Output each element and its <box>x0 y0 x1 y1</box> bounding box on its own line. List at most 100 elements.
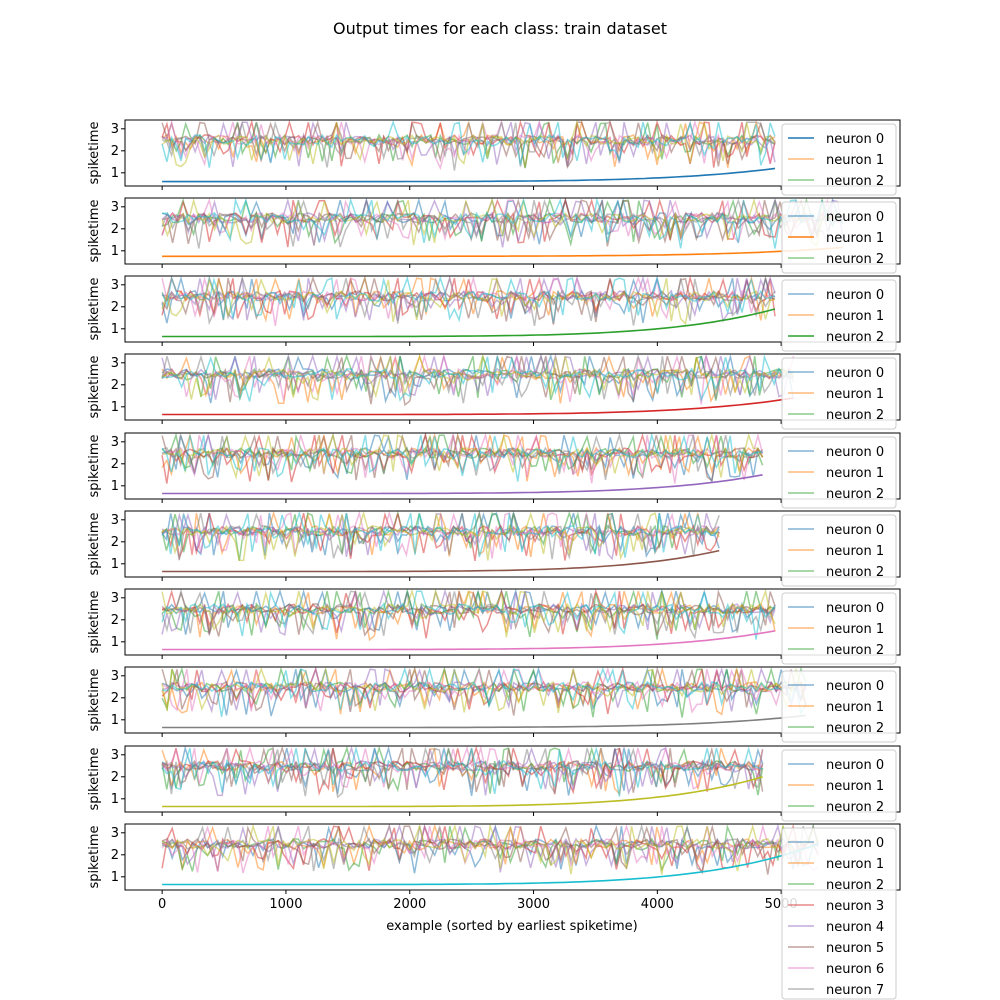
axes-frame <box>124 588 901 656</box>
y-tick-label: 1 <box>111 400 119 415</box>
legend-box <box>781 749 897 822</box>
plot-area <box>161 667 807 729</box>
x-tick-label: 1000 <box>269 897 302 912</box>
series-neuron-6 <box>161 667 807 714</box>
plot-area <box>161 198 844 258</box>
axes-frame <box>124 510 901 578</box>
legend: neuron 0 neuron 1 neuron 2 <box>781 123 897 196</box>
series-neuron-9 <box>161 276 776 324</box>
series-neuron-8-earliest <box>162 776 763 808</box>
series-neuron-9 <box>162 667 807 718</box>
y-tick-label: 2 <box>111 770 119 785</box>
legend: neuron 0 neuron 1 neuron 2 <box>781 749 897 822</box>
legend-label-neuron-0: neuron 0 <box>826 288 884 303</box>
y-axis-label: spiketime <box>87 825 102 888</box>
y-tick-label: 2 <box>111 378 119 393</box>
series-neuron-0 <box>161 667 807 717</box>
y-tick-label: 3 <box>111 435 119 450</box>
legend-label-neuron-5: neuron 5 <box>826 941 884 956</box>
legend-label-neuron-0: neuron 0 <box>826 132 884 147</box>
y-tick-label: 2 <box>111 144 119 159</box>
legend-label-neuron-4: neuron 4 <box>826 920 884 935</box>
y-tick-label: 3 <box>111 356 119 371</box>
series-neuron-8 <box>161 824 819 875</box>
legend-label-neuron-6: neuron 6 <box>826 962 884 977</box>
y-tick-label: 3 <box>111 200 119 215</box>
axes-frame <box>124 432 901 500</box>
panel-class-0: 1 2 3 spiketime <box>87 119 901 190</box>
plot-area <box>161 354 795 416</box>
y-tick-label: 3 <box>111 748 119 763</box>
legend-box <box>781 279 897 352</box>
y-axis-label: spiketime <box>87 121 102 184</box>
y-axis-label: spiketime <box>87 590 102 653</box>
axes-frame <box>124 823 901 891</box>
y-tick-label: 3 <box>111 826 119 841</box>
legend-label-neuron-1: neuron 1 <box>826 779 884 794</box>
axes-frame <box>124 745 901 813</box>
series-neuron-8 <box>161 198 844 247</box>
legend-label-neuron-1: neuron 1 <box>826 544 884 559</box>
series-neuron-6 <box>161 746 764 790</box>
y-tick-label: 1 <box>111 713 119 728</box>
y-axis-label: spiketime <box>87 434 102 497</box>
x-tick-label: 2000 <box>393 897 426 912</box>
series-neuron-3-earliest <box>162 397 794 416</box>
legend: neuron 0 neuron 1 neuron 2 neuron 3 neuron 4… <box>781 827 897 1000</box>
y-axis-label: spiketime <box>87 747 102 810</box>
legend-label-neuron-0: neuron 0 <box>826 523 884 538</box>
legend: neuron 0 neuron 1 neuron 2 <box>781 357 897 430</box>
y-axis-label: spiketime <box>87 355 102 418</box>
legend-label-neuron-2: neuron 2 <box>826 487 884 502</box>
series-neuron-6 <box>161 276 776 327</box>
legend-label-neuron-1: neuron 1 <box>826 387 884 402</box>
series-neuron-9 <box>161 433 763 482</box>
legend-label-neuron-2: neuron 2 <box>826 565 884 580</box>
y-tick-label: 3 <box>111 591 119 606</box>
legend-label-neuron-0: neuron 0 <box>826 210 884 225</box>
series-neuron-8 <box>161 120 776 168</box>
series-neuron-9 <box>161 746 763 797</box>
series-neuron-1-earliest <box>162 246 844 258</box>
y-tick-label: 2 <box>111 457 119 472</box>
panel-class-2: 1 2 3 spiketime <box>87 275 901 346</box>
legend: neuron 0 neuron 1 neuron 2 <box>781 201 897 274</box>
panel-class-8: 1 2 3 spiketime <box>87 745 901 816</box>
panel-class-4: 1 2 3 spiketime <box>87 432 901 503</box>
series-neuron-8 <box>161 354 794 401</box>
series-neuron-9 <box>162 354 794 402</box>
series-neuron-7 <box>161 433 764 481</box>
legend-label-neuron-7: neuron 7 <box>826 983 884 998</box>
legend-label-neuron-2: neuron 2 <box>826 878 884 893</box>
axes-frame <box>124 119 901 187</box>
series-neuron-7 <box>161 198 844 249</box>
series-neuron-8 <box>161 277 776 326</box>
y-tick-label: 1 <box>111 479 119 494</box>
series-neuron-8 <box>161 589 776 638</box>
plot-area <box>161 120 776 183</box>
series-neuron-4-earliest <box>162 474 763 495</box>
y-tick-label: 2 <box>111 691 119 706</box>
legend-box <box>781 827 897 1000</box>
legend-box <box>781 670 897 743</box>
panel-class-5: 1 2 3 spiketime <box>87 510 901 581</box>
legend: neuron 0 neuron 1 neuron 2 <box>781 514 897 587</box>
y-tick-label: 1 <box>111 244 119 259</box>
legend-label-neuron-2: neuron 2 <box>826 643 884 658</box>
legend-label-neuron-1: neuron 1 <box>826 700 884 715</box>
series-neuron-9-earliest <box>162 843 819 886</box>
series-neuron-7 <box>161 120 776 171</box>
figure-title: Output times for each class: train datas… <box>333 19 667 38</box>
plot-area <box>161 746 764 808</box>
y-tick-label: 2 <box>111 222 119 237</box>
y-tick-label: 1 <box>111 635 119 650</box>
series-neuron-8 <box>161 667 807 714</box>
plot-area <box>161 589 776 651</box>
legend-label-neuron-1: neuron 1 <box>826 309 884 324</box>
plot-area <box>161 511 720 573</box>
plot-area <box>161 824 820 886</box>
legend-label-neuron-2: neuron 2 <box>826 330 884 345</box>
y-axis-label: spiketime <box>87 277 102 340</box>
